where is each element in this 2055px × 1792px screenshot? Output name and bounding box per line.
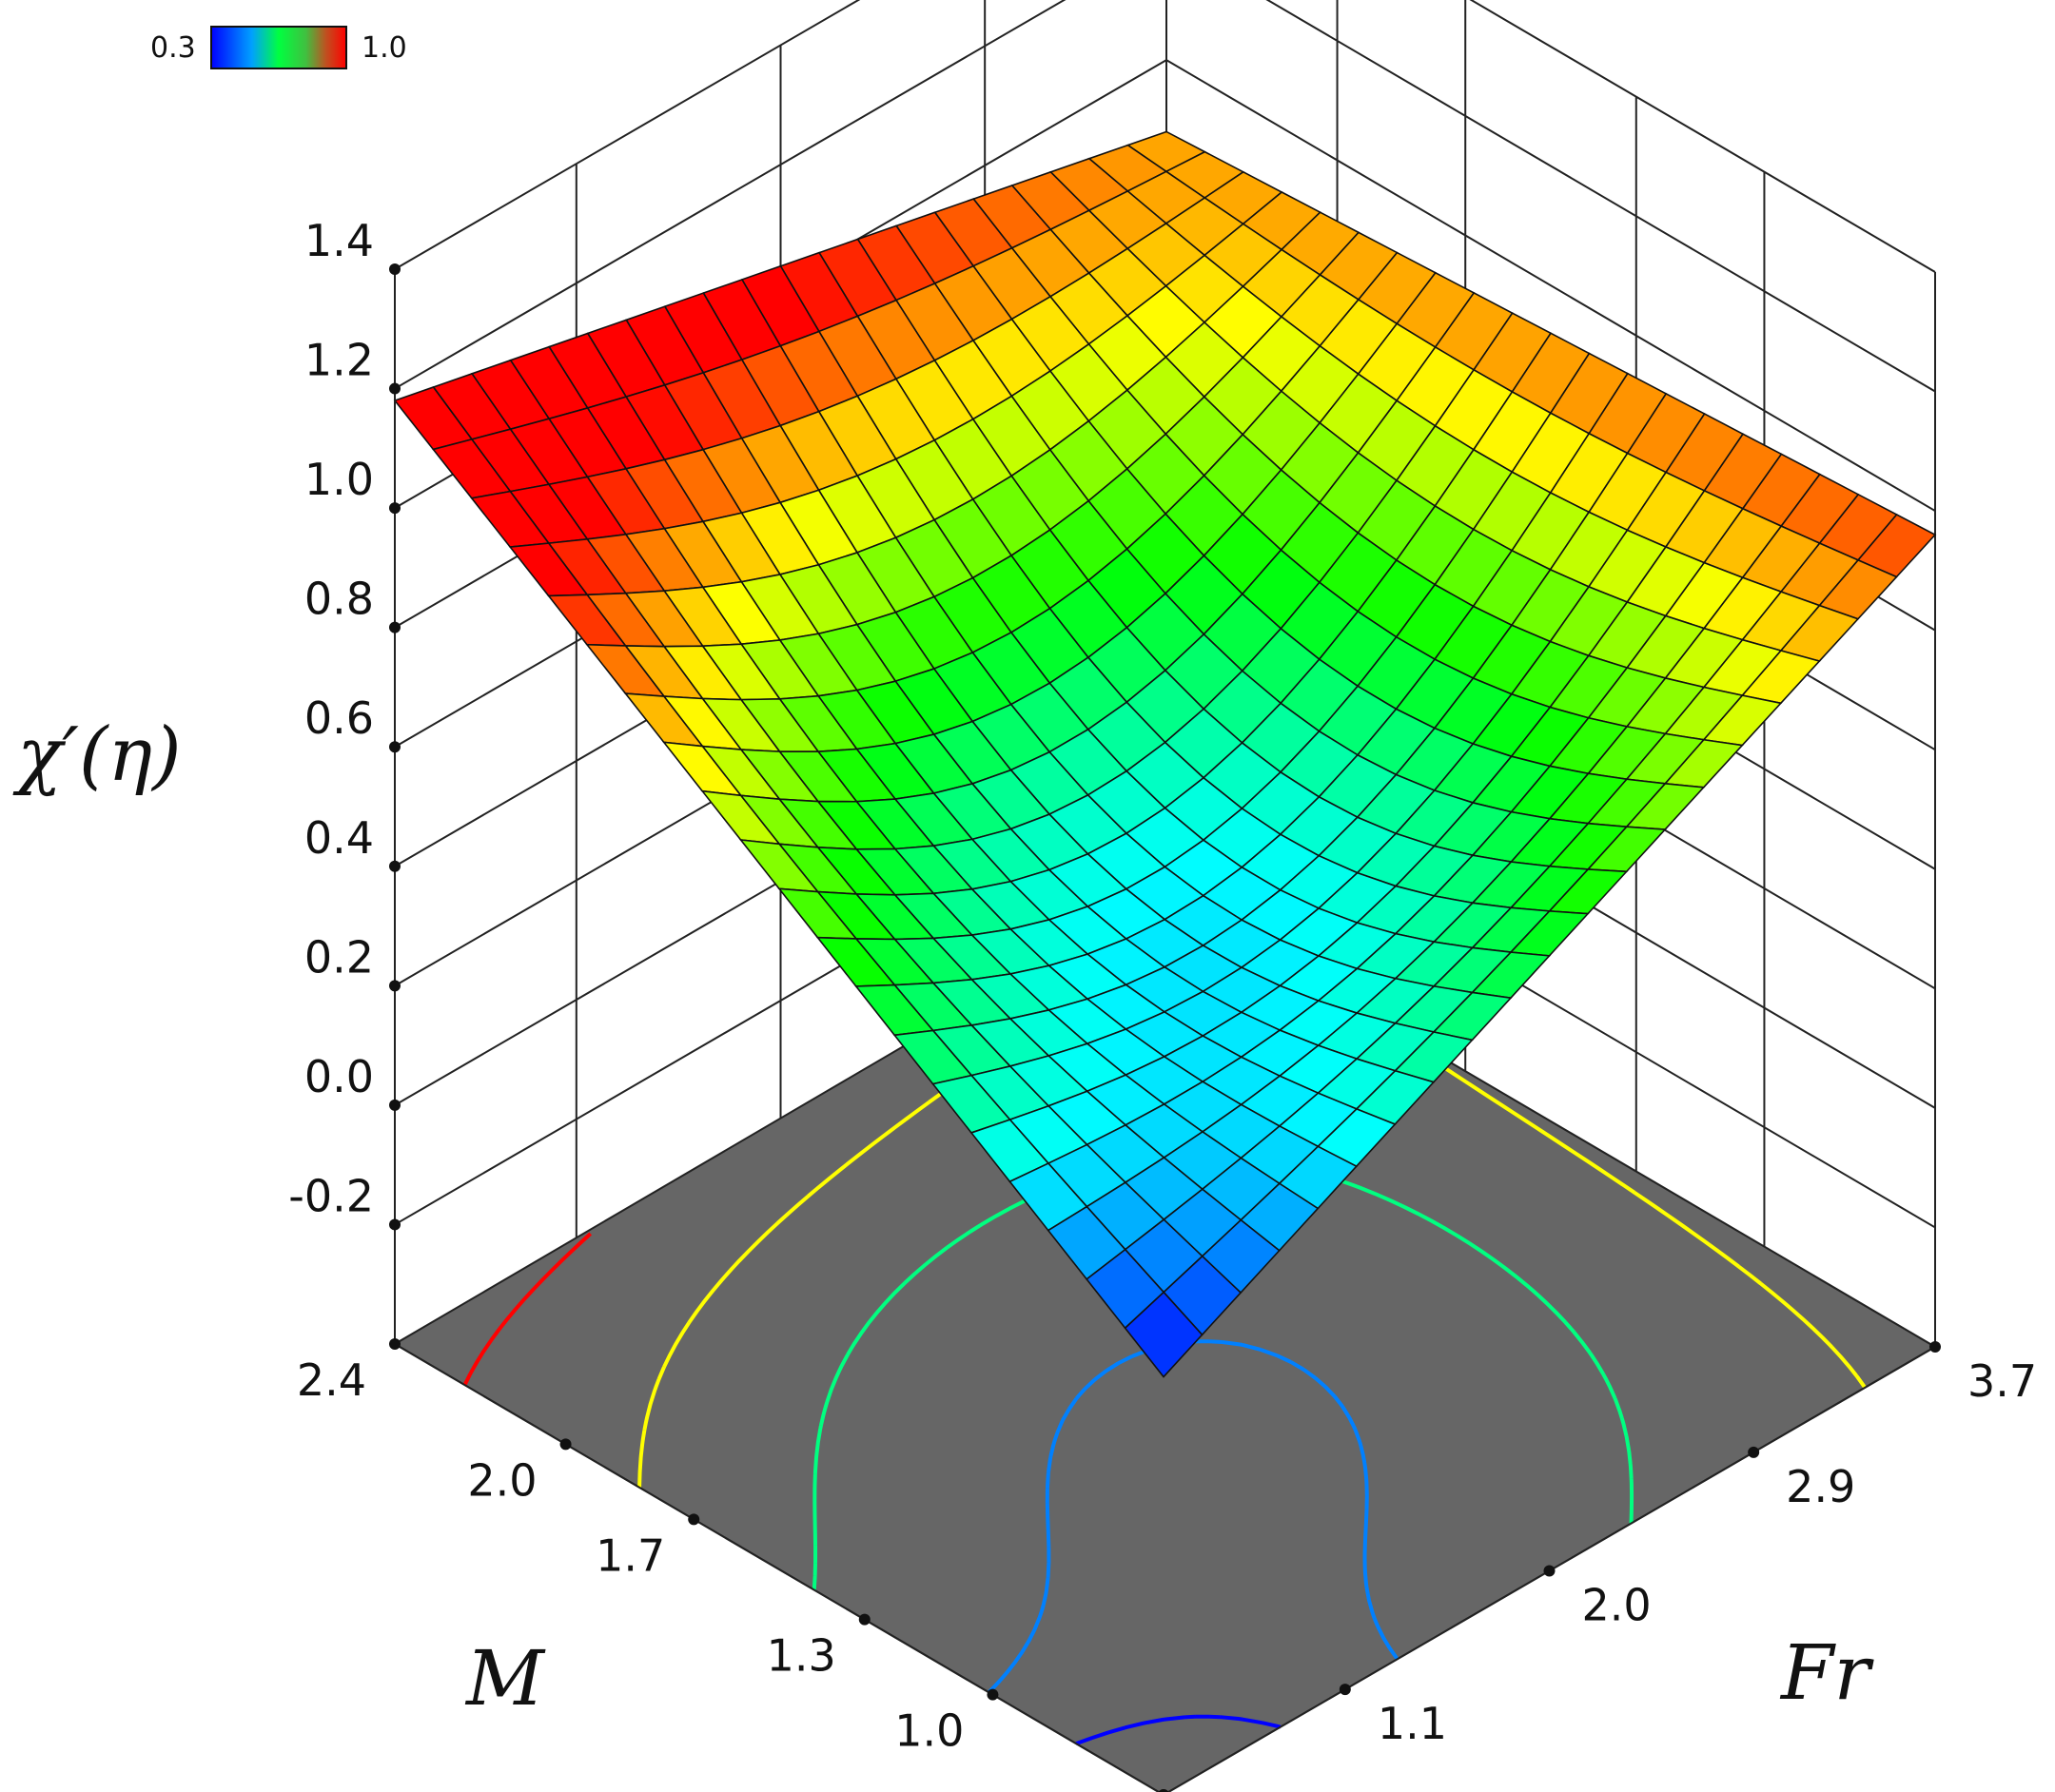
floor-contour-line — [812, 1155, 1634, 1590]
wall-grid-line — [1165, 59, 1936, 512]
y-axis-title: M — [464, 1634, 546, 1723]
m-tick-label: 1.7 — [596, 1529, 665, 1581]
z-tick-label: -0.2 — [288, 1170, 374, 1221]
wall-grid-line — [1265, 0, 1936, 393]
z-tick-dot — [389, 1218, 401, 1231]
z-tick-label: 0.4 — [304, 812, 374, 864]
m-axis-line — [394, 1343, 1161, 1792]
m-tick-label: 1.3 — [767, 1630, 836, 1682]
colorbar-min-label: 0.3 — [150, 31, 196, 65]
colorbar-legend: 0.3 1.0 — [150, 26, 407, 69]
colorbar-max-label: 1.0 — [362, 31, 407, 65]
fr-tick-dot — [1158, 1789, 1169, 1792]
m-tick-dot — [858, 1613, 871, 1626]
m-tick-dot — [389, 1338, 401, 1350]
m-tick-label: 2.0 — [467, 1454, 537, 1506]
z-tick-label: 1.2 — [304, 335, 374, 386]
wall-grid-line — [394, 0, 1067, 390]
wall-grid-line — [1469, 0, 1936, 273]
fr-tick-dot — [1339, 1684, 1351, 1696]
tick-marks: 1.41.21.00.80.60.40.20.0-0.20.61.01.31.7… — [288, 215, 2037, 1792]
m-tick-label: 2.4 — [297, 1354, 366, 1406]
z-tick-label: 0.6 — [304, 692, 374, 744]
wall-grid-line — [394, 0, 861, 270]
fr-tick-label: 3.7 — [1967, 1355, 2037, 1407]
z-tick-dot — [389, 741, 401, 753]
m-tick-dot — [688, 1513, 700, 1526]
fr-tick-dot — [1748, 1446, 1760, 1458]
z-tick-label: 1.0 — [304, 454, 374, 505]
z-tick-label: 1.4 — [304, 215, 374, 266]
floor-contour-line — [1075, 1714, 1282, 1746]
z-tick-dot — [389, 382, 401, 395]
m-tick-dot — [987, 1688, 999, 1701]
z-axis-title: χ′(η) — [12, 712, 182, 798]
floor-contour-line — [987, 1339, 1399, 1694]
z-tick-dot — [389, 980, 401, 992]
fr-tick-label: 2.9 — [1786, 1461, 1855, 1512]
z-tick-label: 0.2 — [304, 931, 374, 983]
floor-contour-line — [462, 1232, 593, 1386]
z-tick-dot — [389, 502, 401, 515]
fr-tick-dot — [1543, 1565, 1556, 1577]
z-tick-label: 0.0 — [304, 1051, 374, 1102]
surface-mesh — [393, 130, 1937, 1378]
x-axis-title: Fr — [1779, 1628, 1875, 1717]
m-tick-label: 1.0 — [894, 1705, 964, 1757]
fr-tick-dot — [1929, 1341, 1941, 1353]
z-tick-dot — [389, 621, 401, 633]
surface-cell — [1124, 1291, 1204, 1378]
z-tick-dot — [389, 1099, 401, 1111]
z-tick-dot — [389, 263, 401, 275]
z-tick-label: 0.8 — [304, 574, 374, 625]
fr-tick-label: 2.0 — [1582, 1580, 1652, 1631]
m-tick-dot — [559, 1438, 572, 1451]
fr-tick-label: 1.1 — [1378, 1698, 1447, 1749]
colorbar-gradient — [210, 26, 347, 69]
z-tick-dot — [389, 860, 401, 872]
